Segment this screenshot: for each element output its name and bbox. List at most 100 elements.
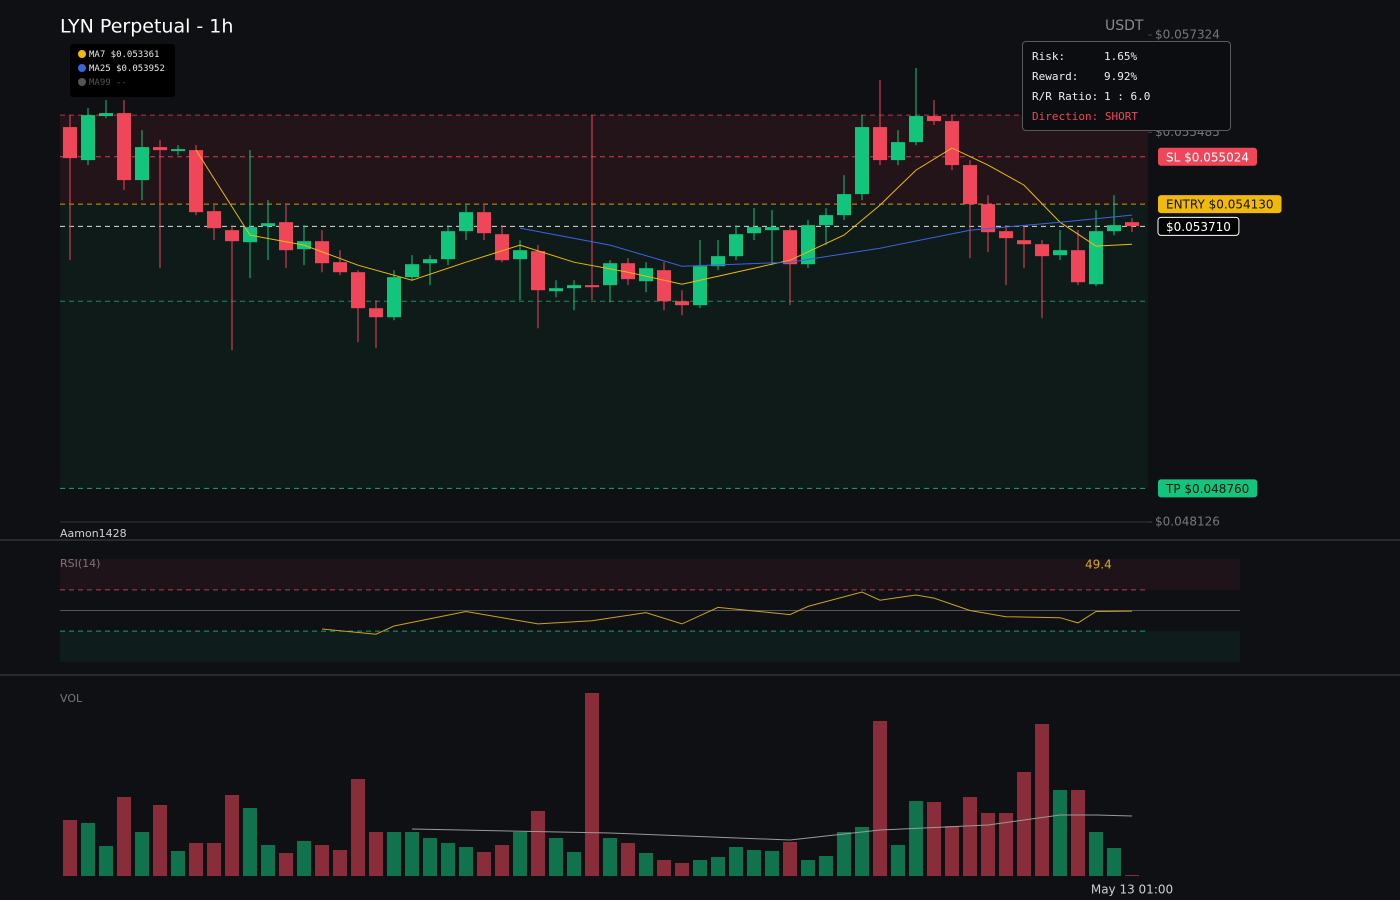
- overbought-zone: [60, 559, 1240, 590]
- candle-body: [639, 268, 653, 282]
- rsi-value-label: 49.4: [1085, 558, 1112, 572]
- candle-body: [477, 212, 491, 234]
- candle-body: [387, 277, 401, 318]
- candle-body: [1125, 222, 1139, 227]
- volume-bar: [621, 843, 635, 876]
- volume-bar: [801, 860, 815, 876]
- candle-body: [711, 256, 725, 267]
- volume-bar: [477, 852, 491, 876]
- volume-bar: [999, 813, 1013, 876]
- trade-value: 1 : 6.0: [1104, 90, 1151, 103]
- candle-body: [63, 127, 77, 159]
- volume-bar: [1053, 790, 1067, 876]
- volume-bar: [693, 860, 707, 876]
- candle-body: [963, 165, 977, 205]
- level-tag-box: [1158, 147, 1258, 166]
- candle-body: [585, 285, 599, 288]
- oversold-zone: [60, 631, 1240, 662]
- trade-row: Reward: 9.92%: [1032, 67, 1230, 87]
- volume-ma-line: [411, 814, 1133, 841]
- candle-body: [945, 121, 959, 166]
- candle-body: [333, 262, 347, 273]
- trade-row: Risk: 1.65%: [1032, 47, 1230, 67]
- legend-label: MA7 $0.053361: [89, 50, 160, 60]
- candle-body: [621, 263, 635, 280]
- y-tick-label: $0.057324: [1155, 28, 1220, 42]
- candle-body: [369, 308, 383, 318]
- volume-bar: [243, 808, 257, 876]
- volume-bar: [873, 721, 887, 876]
- candle-body: [909, 116, 923, 143]
- volume-bar: [459, 847, 473, 876]
- candle-body: [873, 127, 887, 161]
- volume-bar: [819, 856, 833, 876]
- candle-body: [837, 194, 851, 216]
- volume-bar: [297, 841, 311, 876]
- volume-bar: [495, 845, 509, 876]
- reward-zone: [60, 204, 1148, 489]
- trade-direction: Direction: SHORT: [1032, 110, 1138, 123]
- volume-bar: [1017, 772, 1031, 876]
- volume-bar: [117, 797, 131, 876]
- trade-value: 9.92%: [1104, 70, 1138, 83]
- volume-bar: [585, 693, 599, 876]
- volume-bar: [513, 832, 527, 876]
- volume-bar: [549, 838, 563, 876]
- volume-bar: [1089, 832, 1103, 876]
- candle-body: [675, 301, 689, 306]
- chart-title: LYN Perpetual - 1h: [60, 16, 233, 38]
- rsi-line: [321, 591, 1133, 635]
- ma-legend: MA7 $0.053361 MA25 $0.053952 MA99 --: [70, 44, 175, 97]
- volume-bar: [747, 850, 761, 876]
- legend-entry: MA99 --: [78, 76, 175, 90]
- volume-bar: [135, 832, 149, 876]
- level-tag: ENTRY $0.054130: [1158, 195, 1282, 214]
- level-tag-label: SL $0.055024: [1166, 150, 1249, 164]
- level-tag-label: ENTRY $0.054130: [1166, 198, 1274, 212]
- volume-bar: [657, 860, 671, 876]
- trade-value: 1.65%: [1104, 50, 1138, 63]
- volume-bar: [1107, 848, 1121, 876]
- level-tag-box: [1158, 195, 1282, 214]
- ma-line: [195, 147, 1133, 285]
- volume-bar: [351, 779, 365, 876]
- candle-body: [225, 230, 239, 242]
- candle-body: [729, 234, 743, 257]
- candle-body: [1107, 225, 1121, 232]
- level-tag: SL $0.055024: [1158, 147, 1258, 166]
- volume-bar: [837, 832, 851, 876]
- volume-bar: [963, 797, 977, 876]
- volume-bar: [567, 852, 581, 876]
- candle-body: [549, 288, 563, 292]
- candle-body: [747, 227, 761, 234]
- candle-body: [693, 266, 707, 306]
- volume-bar: [765, 851, 779, 876]
- volume-bar: [909, 801, 923, 876]
- level-tag: TP $0.048760: [1158, 479, 1258, 498]
- candle-body: [801, 225, 815, 265]
- candle-body: [999, 231, 1013, 239]
- trade-key: Risk:: [1032, 50, 1066, 63]
- volume-bar: [639, 853, 653, 876]
- volume-bar: [261, 845, 275, 876]
- candle-body: [261, 223, 275, 227]
- volume-bar: [423, 838, 437, 876]
- candle-body: [153, 147, 167, 151]
- volume-bar: [207, 843, 221, 876]
- trade-key: Reward:: [1032, 70, 1079, 83]
- volume-bar: [387, 832, 401, 876]
- candle-body: [99, 113, 113, 117]
- currency: USDT: [1105, 18, 1144, 34]
- volume-bar: [783, 842, 797, 876]
- candle-body: [495, 234, 509, 261]
- volume-bar: [405, 832, 419, 876]
- volume-bar: [333, 850, 347, 876]
- candle-body: [783, 230, 797, 265]
- volume-bar: [603, 838, 617, 876]
- volume-bar: [99, 846, 113, 876]
- trade-key: R/R Ratio:: [1032, 90, 1099, 103]
- level-tag-box: [1158, 479, 1258, 498]
- trade-row: R/R Ratio: 1 : 6.0: [1032, 87, 1230, 107]
